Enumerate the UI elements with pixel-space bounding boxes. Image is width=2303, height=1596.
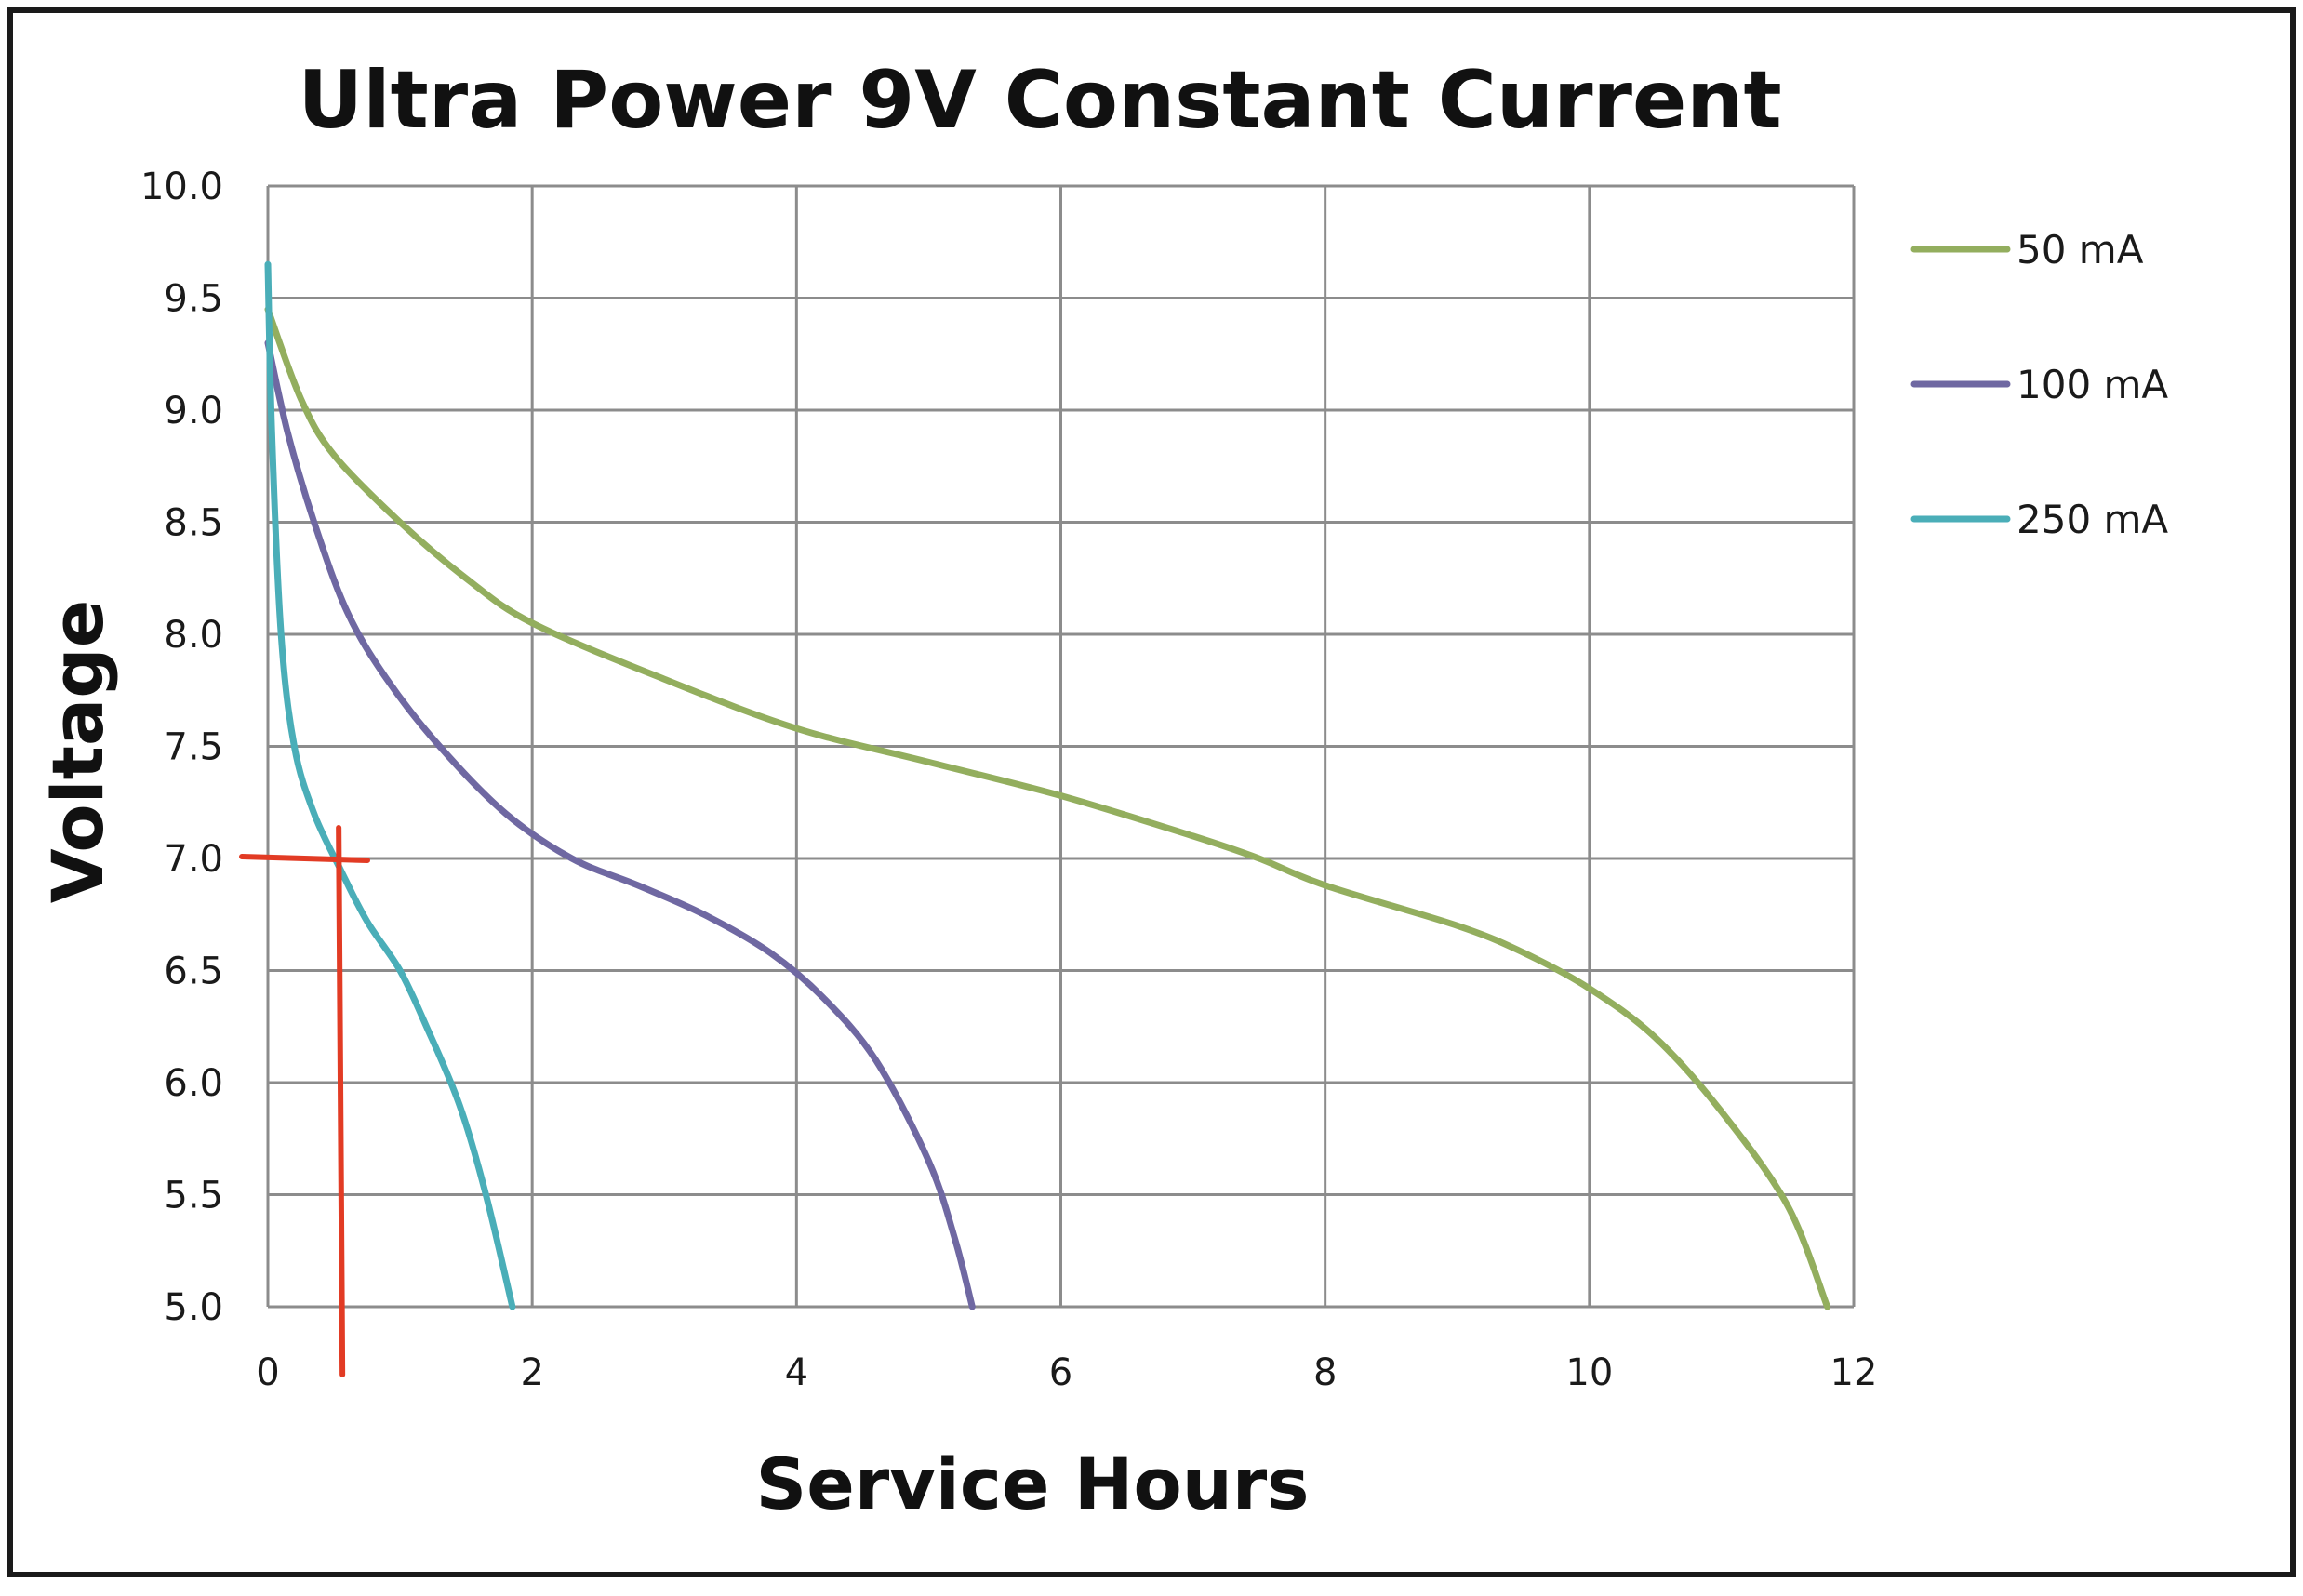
y-tick-label: 7.5	[164, 726, 223, 769]
x-axis-title: Service Hours	[755, 1443, 1309, 1525]
y-tick-label: 5.5	[164, 1175, 223, 1217]
y-tick-label: 10.0	[140, 166, 223, 208]
x-tick-label: 8	[1313, 1351, 1337, 1394]
legend: 50 mA 100 mA 250 mA	[1910, 227, 2168, 542]
y-tick-label: 9.5	[164, 278, 223, 321]
legend-label-250-ma: 250 mA	[2017, 497, 2168, 542]
annotation-vertical-mark	[336, 825, 346, 1377]
y-tick-label: 9.0	[164, 390, 223, 432]
x-tick-label: 6	[1049, 1351, 1072, 1394]
y-tick-label: 6.5	[164, 951, 223, 993]
x-tick-label: 2	[520, 1351, 543, 1394]
chart-title: Ultra Power 9V Constant Current	[298, 54, 1781, 147]
series-line-100-ma	[264, 339, 976, 1310]
x-tick-label: 4	[785, 1351, 808, 1394]
y-tick-label: 5.0	[164, 1286, 223, 1329]
x-tick-labels: 0 2 4 6 8 10 12	[256, 1351, 1877, 1394]
x-tick-label: 12	[1830, 1351, 1878, 1394]
x-tick-label: 0	[256, 1351, 279, 1394]
series-line-50-ma	[264, 306, 1831, 1310]
y-tick-label: 6.0	[164, 1062, 223, 1105]
annotation-horizontal-mark	[239, 854, 370, 863]
chart-border	[7, 7, 2296, 1577]
legend-label-50-ma: 50 mA	[2017, 227, 2144, 273]
y-axis-title: Voltage	[36, 600, 119, 904]
y-tick-label: 8.5	[164, 502, 223, 545]
annotation-layer	[239, 825, 370, 1377]
x-tick-label: 10	[1565, 1351, 1613, 1394]
y-tick-label: 7.0	[164, 838, 223, 881]
y-tick-labels: 5.0 5.5 6.0 6.5 7.0 7.5 8.0 8.5 9.0 9.5 10.0	[140, 166, 223, 1329]
legend-label-100-ma: 100 mA	[2017, 362, 2168, 407]
y-tick-label: 8.0	[164, 614, 223, 657]
